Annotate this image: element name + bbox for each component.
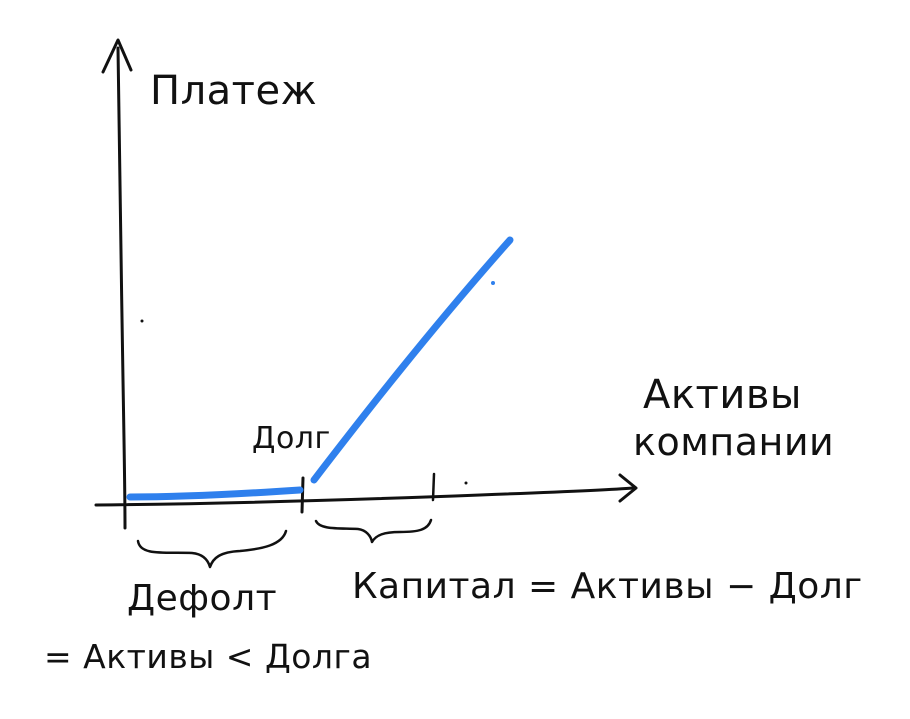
default-region-brace <box>136 529 288 569</box>
x-axis-arrowhead <box>618 473 638 503</box>
y-axis-label: Платеж <box>150 68 317 114</box>
x-axis-label-line2: компании <box>633 420 834 464</box>
payoff-rising-segment <box>310 236 514 484</box>
payoff-dot <box>491 281 495 285</box>
right-tick <box>431 472 436 502</box>
capital-label: Капитал = Активы − Долг <box>352 566 863 607</box>
default-label-line2: = Активы < Долга <box>44 637 372 676</box>
payoff-flat-segment <box>126 486 304 501</box>
debt-marker-label: Долг <box>252 421 331 456</box>
y-axis-arrowhead <box>101 38 133 74</box>
capital-region-brace <box>314 518 433 544</box>
stray-dot <box>464 481 468 485</box>
stray-dot <box>140 319 144 323</box>
default-label-line1: Дефолт <box>127 578 277 619</box>
x-axis-label-line1: Активы <box>643 372 802 418</box>
debt-tick <box>300 476 305 514</box>
y-axis <box>116 46 127 530</box>
x-axis <box>94 486 635 507</box>
